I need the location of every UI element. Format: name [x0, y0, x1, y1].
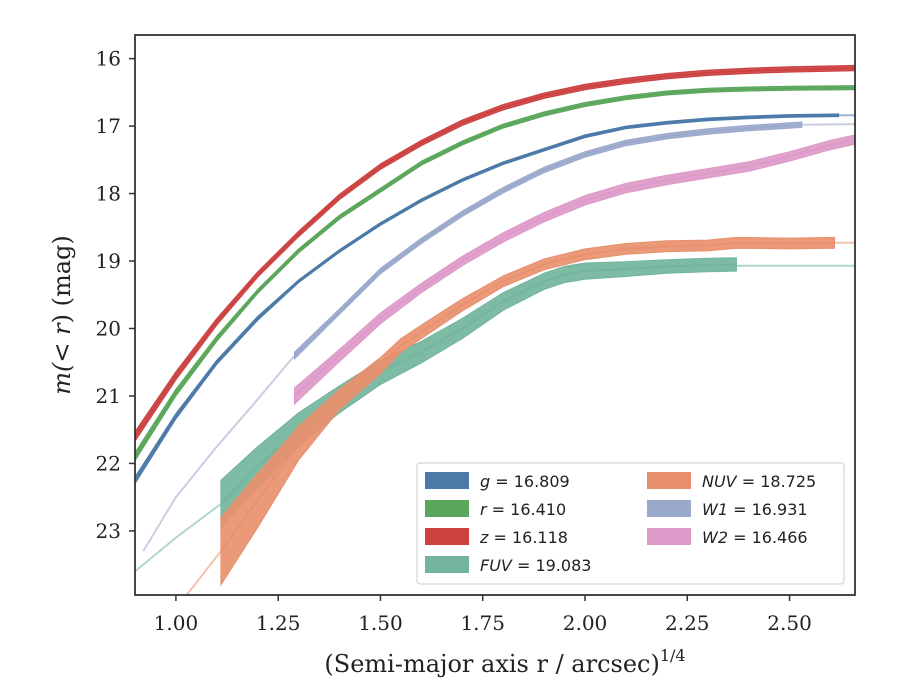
y-tick-label: 20	[96, 316, 121, 340]
series-z-band	[135, 64, 855, 443]
series-NUV-group	[185, 236, 855, 595]
series-FUV-extrapolation	[135, 503, 222, 573]
y-tick-label: 21	[96, 384, 121, 408]
y-axis-ticks: 16 17 18 19 20 21 22 23	[96, 47, 135, 543]
series-W2-group	[293, 134, 855, 406]
x-tick-label: 2.25	[665, 611, 710, 635]
x-axis-ticks: 1.00 1.25 1.50 1.75 2.00 2.25 2.50	[154, 595, 812, 635]
x-tick-label: 1.50	[358, 611, 403, 635]
legend-label-g: g = 16.809	[480, 472, 570, 491]
series-z-line	[135, 67, 855, 437]
series-NUV-extrapolation	[185, 550, 222, 595]
series-W1-band	[294, 121, 803, 361]
legend-label-FUV: FUV = 19.083	[480, 556, 591, 575]
legend-label-r: r = 16.410	[480, 500, 566, 519]
y-axis-title: m(< r) (mag)	[48, 235, 76, 395]
series-r-line	[135, 86, 855, 458]
y-tick-label: 22	[96, 451, 121, 475]
legend-swatch-NUV	[647, 472, 691, 489]
series-layer	[135, 64, 855, 595]
legend-swatch-g	[425, 472, 469, 489]
legend-swatch-W1	[647, 500, 691, 517]
legend-swatch-r	[425, 500, 469, 517]
series-z-group	[135, 64, 855, 443]
legend-swatch-FUV	[425, 556, 469, 573]
legend: g = 16.809 r = 16.410 z = 16.118 FUV = 19.0…	[416, 462, 845, 585]
series-W1-extrapolation	[142, 354, 296, 552]
y-tick-label: 23	[96, 519, 121, 543]
y-tick-label: 18	[96, 182, 121, 206]
series-g-line	[135, 114, 839, 481]
series-NUV-band	[220, 236, 835, 587]
x-axis-title: (Semi-major axis r / arcsec)1/4	[324, 646, 685, 678]
legend-label-z: z = 16.118	[479, 528, 568, 547]
series-W1-line	[293, 123, 802, 357]
series-FUV-band	[220, 257, 737, 529]
x-tick-label: 1.75	[460, 611, 505, 635]
legend-label-W2: W2 = 16.466	[702, 528, 808, 547]
x-tick-label: 1.25	[256, 611, 301, 635]
x-tick-label: 2.50	[767, 611, 812, 635]
x-tick-label: 1.00	[154, 611, 199, 635]
series-W2-line	[293, 138, 855, 397]
series-g-band	[135, 113, 840, 485]
plot-frame	[134, 34, 856, 596]
legend-swatch-W2	[647, 528, 691, 545]
y-tick-label: 19	[96, 249, 121, 273]
series-g-group	[135, 113, 855, 485]
legend-label-NUV: NUV = 18.725	[702, 472, 816, 491]
legend-frame	[416, 462, 845, 585]
series-r-group	[135, 85, 855, 462]
y-tick-label: 17	[96, 114, 121, 138]
series-r-band	[135, 85, 855, 462]
x-tick-label: 2.00	[563, 611, 608, 635]
series-W1-group	[142, 121, 855, 552]
y-tick-label: 16	[96, 47, 121, 71]
series-NUV-line	[220, 241, 835, 552]
legend-swatch-z	[425, 528, 469, 545]
series-W1-extrapolation	[801, 123, 855, 126]
series-W2-band	[294, 134, 855, 406]
legend-label-W1: W1 = 16.931	[702, 500, 808, 519]
